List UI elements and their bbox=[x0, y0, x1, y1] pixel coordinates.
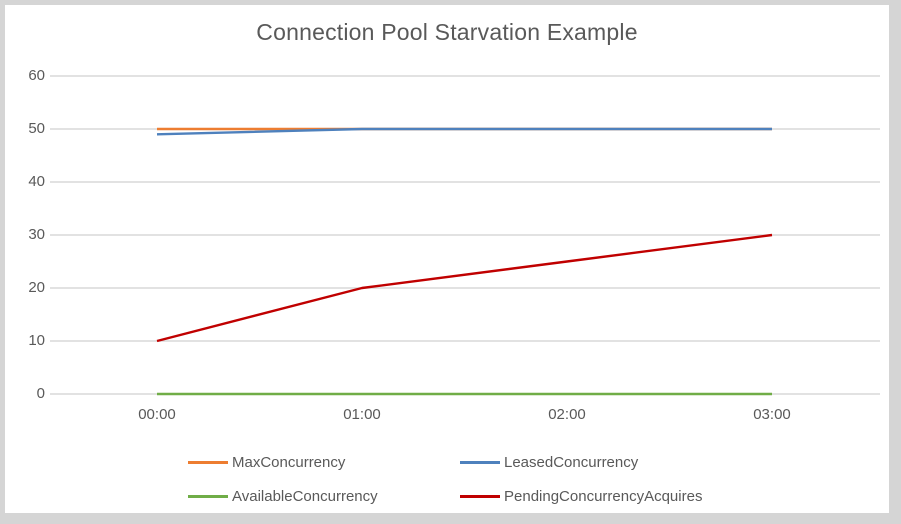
series-line-LeasedConcurrency bbox=[156, 127, 772, 136]
y-tick-label-60: 60 bbox=[28, 67, 45, 84]
y-tick-label-10: 10 bbox=[28, 332, 45, 349]
chart-canvas: Connection Pool Starvation Example 0 10 20… bbox=[5, 5, 889, 513]
legend-line-swatch-icon bbox=[188, 460, 228, 464]
x-tick-label-00:00: 00:00 bbox=[138, 406, 176, 423]
x-tick-label-02:00: 02:00 bbox=[548, 406, 586, 423]
legend-label: MaxConcurrency bbox=[232, 453, 346, 471]
y-tick-label-50: 50 bbox=[28, 120, 45, 137]
y-tick-label-30: 30 bbox=[28, 226, 45, 243]
legend-line-swatch-icon bbox=[460, 460, 500, 464]
legend-label: LeasedConcurrency bbox=[504, 453, 639, 471]
y-tick-label-0: 0 bbox=[36, 385, 45, 402]
plot-area bbox=[50, 75, 880, 396]
legend-line-swatch-icon bbox=[460, 494, 500, 498]
chart-title: Connection Pool Starvation Example bbox=[256, 19, 638, 45]
series-line-PendingConcurrencyAcquires bbox=[156, 233, 773, 343]
legend-item-AvailableConcurrency: AvailableConcurrency bbox=[188, 487, 378, 505]
legend-item-MaxConcurrency: MaxConcurrency bbox=[188, 453, 345, 471]
legend-label: AvailableConcurrency bbox=[232, 487, 378, 505]
x-tick-label-01:00: 01:00 bbox=[343, 406, 381, 423]
legend-line-swatch-icon bbox=[188, 494, 228, 498]
legend-item-LeasedConcurrency: LeasedConcurrency bbox=[460, 453, 638, 471]
y-tick-label-20: 20 bbox=[28, 279, 45, 296]
y-tick-label-40: 40 bbox=[28, 173, 45, 190]
legend-item-PendingConcurrencyAcquires: PendingConcurrencyAcquires bbox=[460, 487, 702, 505]
x-tick-label-03:00: 03:00 bbox=[753, 406, 791, 423]
legend-label: PendingConcurrencyAcquires bbox=[504, 487, 703, 505]
